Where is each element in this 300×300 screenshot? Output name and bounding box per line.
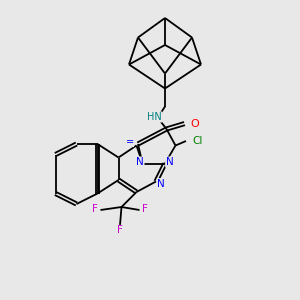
Text: HN: HN [147, 112, 162, 122]
Text: Cl: Cl [192, 136, 202, 146]
Text: O: O [190, 118, 199, 129]
Text: F: F [92, 203, 98, 214]
Text: N: N [157, 178, 165, 189]
Text: N: N [136, 157, 144, 167]
Text: F: F [117, 225, 123, 236]
Text: F: F [142, 203, 148, 214]
Text: N: N [166, 157, 173, 167]
Text: =: = [125, 136, 134, 147]
